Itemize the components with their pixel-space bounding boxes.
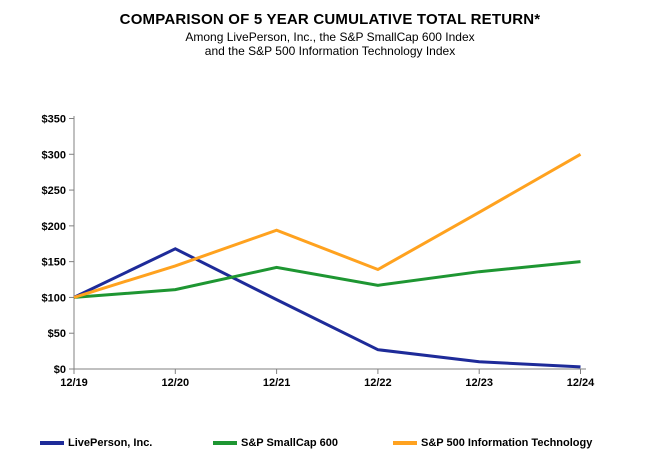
series-line-2 (73, 152, 582, 299)
x-tick-label: 12/19 (60, 377, 88, 389)
y-tick-label: $150 (42, 257, 66, 269)
legend-swatch-liveperson (40, 441, 64, 445)
legend-item-sp500-info-tech: S&P 500 Information Technology (393, 436, 592, 450)
legend-label-liveperson: LivePerson, Inc. (68, 437, 153, 449)
x-tick-label: 12/21 (263, 377, 291, 389)
x-tick-label: 12/24 (567, 377, 595, 389)
y-tick-label: $350 (42, 114, 66, 126)
series-line-0 (73, 247, 581, 369)
chart-canvas: $0 $50 $100 $150 $200 $250 $300 $350 12/19 12/20 1… (42, 114, 596, 390)
chart-subtitle-line1: Among LivePerson, Inc., the S&P SmallCap… (185, 30, 475, 44)
legend-item-sp-smallcap-600: S&P SmallCap 600 (213, 436, 338, 450)
chart-title: COMPARISON OF 5 YEAR CUMULATIVE TOTAL RE… (119, 11, 541, 28)
y-tick-label: $300 (42, 149, 66, 161)
legend-label-sp500-info-tech: S&P 500 Information Technology (421, 437, 593, 449)
legend-swatch-sp500-info-tech (393, 441, 417, 445)
legend-item-liveperson: LivePerson, Inc. (40, 436, 152, 450)
x-tick-label: 12/20 (162, 377, 190, 389)
legend-swatch-sp-smallcap-600 (213, 441, 237, 445)
y-tick-label: $0 (54, 364, 66, 376)
y-tick-label: $100 (42, 292, 66, 304)
series-line-1 (73, 260, 581, 299)
y-tick-label: $200 (42, 221, 66, 233)
y-tick-label: $50 (48, 328, 66, 340)
y-tick-label: $250 (42, 185, 66, 197)
x-tick-label: 12/23 (465, 377, 493, 389)
chart-subtitle-line2: and the S&P 500 Information Technology I… (204, 44, 456, 58)
legend-label-sp-smallcap-600: S&P SmallCap 600 (241, 437, 339, 449)
x-tick-label: 12/22 (364, 377, 392, 389)
